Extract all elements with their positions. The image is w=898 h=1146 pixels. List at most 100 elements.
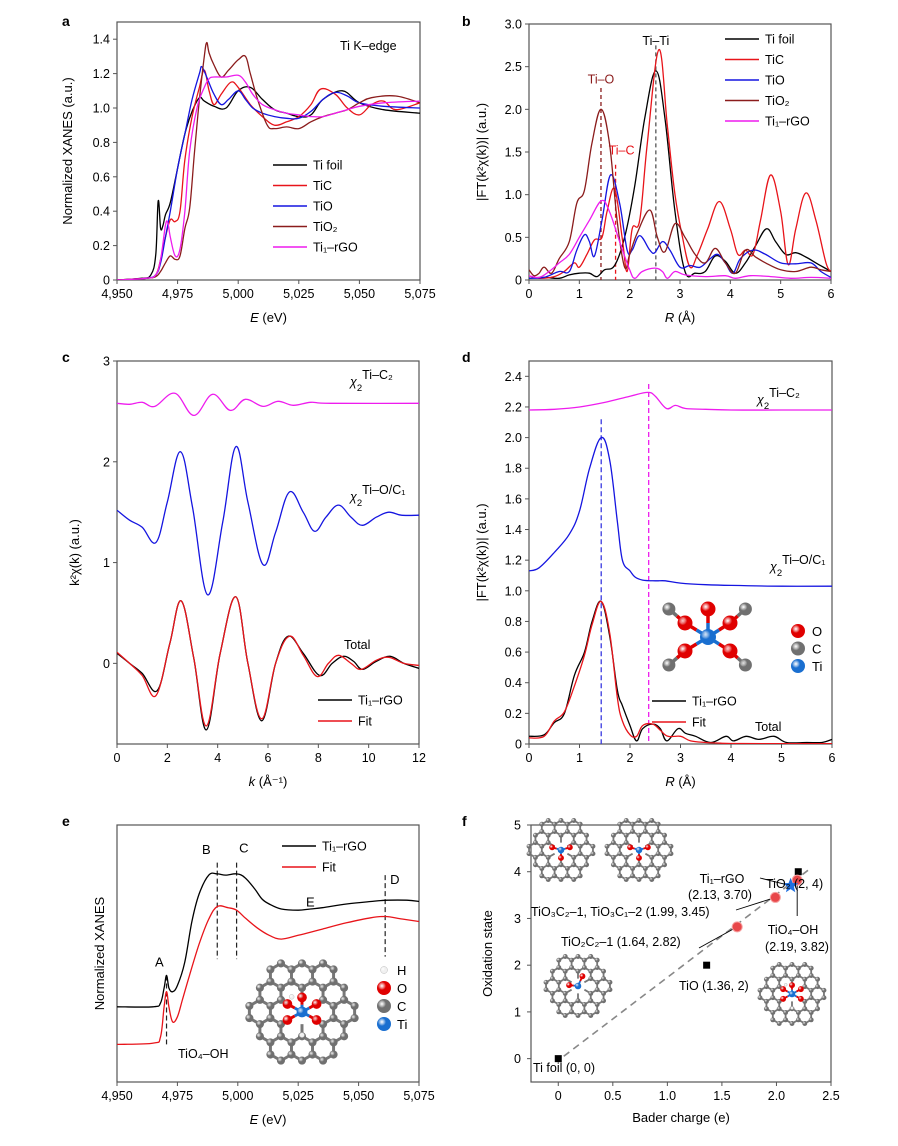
carbon-atom [549, 990, 555, 996]
oxygen-atom [636, 855, 642, 861]
carbon-atom [558, 877, 564, 882]
carbon-atom [266, 965, 275, 974]
carbon-atom [630, 829, 636, 835]
inset-molecule-tio3c2 [526, 818, 596, 882]
legend-atom-label: C [812, 642, 821, 657]
oxygen-atom [558, 855, 564, 861]
legend-atom-label: Ti [812, 659, 822, 674]
label-total: Total [344, 638, 370, 652]
carbon-atom [562, 1013, 568, 1018]
point-label-ti-foil: Ti foil (0, 0) [533, 1061, 595, 1075]
carbon-atom [594, 957, 600, 963]
carbon-atom [808, 1009, 814, 1015]
peak-label-c: C [239, 841, 248, 856]
carbon-atom [562, 998, 568, 1004]
point-label-ti1-rgo-coords: (2.13, 3.70) [688, 888, 752, 902]
titanium-atom [635, 846, 643, 854]
y-axis-label: Normalized XANES [92, 896, 107, 1010]
carbon-atom [604, 843, 610, 849]
carbon-atom [571, 854, 577, 860]
label-chi2-ti-c2: χ2Ti–C₂ [756, 386, 800, 412]
carbon-atom [556, 965, 562, 971]
label-chi2-ti-o-c1: χ2Ti–O/C₁ [769, 553, 825, 579]
carbon-atom [287, 977, 296, 986]
ref-label-ti-ti: Ti–Ti [642, 34, 669, 48]
oxygen-atom [677, 615, 693, 631]
titanium-atom [296, 1006, 308, 1018]
oxygen-atom [797, 995, 804, 1002]
x-axis-label-unit: (Å) [675, 774, 696, 789]
legend-label: TiO₂ [313, 220, 338, 234]
panel-letter-b: b [462, 13, 471, 29]
carbon-atom [584, 862, 590, 868]
carbon-atom [545, 854, 551, 860]
x-tick-label: 10 [362, 751, 376, 765]
panel-e-xanes-fit: 4,950 4,975 5,000 5,025 5,050 5,075 E (eV) Norm… [92, 824, 435, 1127]
carbon-atom [552, 865, 558, 871]
titanium-atom [574, 982, 582, 990]
carbon-atom [770, 973, 776, 979]
y-tick-label: 2 [514, 959, 521, 973]
legend-label: TiO₂ [765, 94, 790, 108]
y-tick-label: 1.4 [93, 33, 110, 47]
series-line-ti-foil [529, 70, 831, 280]
carbon-atom [588, 954, 594, 959]
carbon-atom [783, 1009, 789, 1015]
oxygen-atom [549, 844, 556, 851]
carbon-atom [318, 995, 328, 1004]
series-line--ti-o-c- [529, 436, 832, 587]
chi-superscript: Ti–C₂ [769, 386, 800, 400]
x-axis-label: k (Å⁻¹) [249, 774, 288, 789]
y-tick-label: 1.4 [505, 523, 522, 537]
carbon-atom [662, 658, 676, 672]
series-line-ti-rgo [117, 74, 420, 280]
carbon-atom [770, 965, 776, 971]
carbon-atom [808, 965, 814, 971]
x-tick-label: 4,975 [162, 287, 193, 301]
carbon-atom [662, 854, 668, 860]
carbon-atom [571, 832, 577, 838]
oxygen-atom [780, 995, 787, 1002]
x-tick-label: 5,050 [344, 287, 375, 301]
series-line-ti-foil [117, 86, 420, 280]
carbon-atom [266, 1001, 275, 1010]
carbon-atom [571, 818, 577, 823]
carbon-atom [601, 976, 607, 982]
carbon-atom [556, 979, 562, 985]
carbon-atom [266, 1038, 275, 1047]
carbon-atom [581, 1001, 587, 1007]
carbon-atom [329, 965, 338, 974]
carbon-atom [610, 854, 616, 860]
oxygen-atom [311, 999, 322, 1009]
series-line-tic [529, 48, 831, 279]
legend-label: Ti₁–rGO [765, 115, 810, 129]
carbon-atom [617, 843, 623, 849]
y-tick-label: 1.8 [505, 462, 522, 476]
carbon-atom [655, 843, 661, 849]
panel-letter-f: f [462, 813, 467, 829]
y-tick-label: 1.5 [505, 146, 522, 160]
y-tick-label: 1.2 [93, 67, 110, 81]
x-tick-label: 4 [727, 287, 734, 301]
legend-label: Ti₁–rGO [313, 241, 358, 255]
carbon-atom [770, 1009, 776, 1015]
hydrogen-atom [299, 1032, 305, 1038]
carbon-atom [276, 983, 286, 992]
carbon-atom [795, 965, 801, 971]
carbon-atom [594, 1001, 600, 1007]
carbon-atom [532, 832, 538, 838]
plot-frame [528, 23, 832, 281]
carbon-atom [821, 987, 827, 993]
data-point-ti-rgo [783, 877, 799, 893]
chi-subscript: 2 [357, 498, 362, 509]
chi-symbol: χ [756, 393, 764, 407]
x-tick-label: 5,000 [223, 287, 254, 301]
x-tick-label: 5 [778, 751, 785, 765]
carbon-atom [623, 818, 629, 823]
y-tick-label: 2.2 [505, 400, 522, 414]
carbon-atom [649, 840, 655, 846]
x-axis-label: Bader charge (e) [632, 1110, 730, 1125]
carbon-atom [577, 865, 583, 871]
carbon-atom [594, 987, 600, 993]
carbon-atom [340, 995, 349, 1004]
